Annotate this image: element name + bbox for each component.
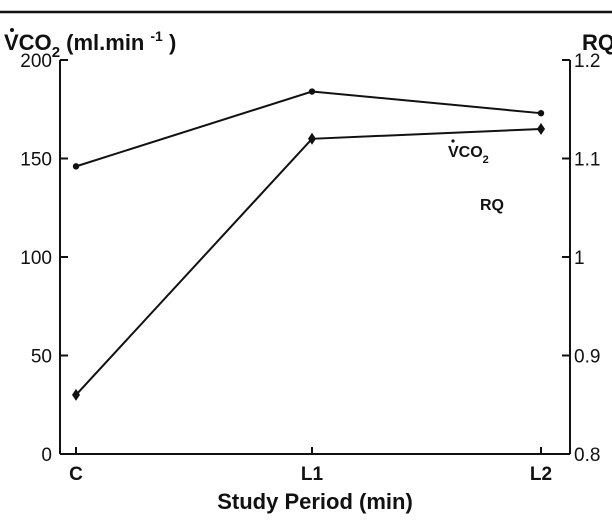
series-layer xyxy=(72,88,545,401)
right-tick-label: 0.9 xyxy=(574,347,600,368)
left-axis-title: VCO2 (ml.min -1 ) xyxy=(4,28,176,61)
right-axis-title: RQ xyxy=(582,30,612,55)
data-point-rq xyxy=(537,122,545,135)
x-axis-title: Study Period (min) xyxy=(217,489,413,514)
left-tick-label: 150 xyxy=(20,150,52,171)
left-tick-label: 50 xyxy=(31,347,52,368)
x-tick-label: L2 xyxy=(530,464,552,485)
series-label-vco2: VCO2 xyxy=(448,144,489,166)
left-tick-label: 200 xyxy=(20,51,52,72)
left-tick-label: 100 xyxy=(20,248,52,269)
x-tick-label: C xyxy=(69,464,83,485)
vco2-overdot xyxy=(10,28,14,32)
data-point-vco2 xyxy=(308,88,316,95)
right-y-ticks: 0.8 0.9 1 1.1 1.2 xyxy=(562,51,600,466)
x-tick-label: L1 xyxy=(301,464,324,485)
right-tick-label: 1.1 xyxy=(574,150,600,171)
left-y-ticks: 0 50 100 150 200 xyxy=(20,51,68,466)
series-line-rq xyxy=(75,127,542,396)
right-tick-label: 1 xyxy=(574,248,585,269)
series-label-rq: RQ xyxy=(480,197,504,214)
x-ticks: C L1 L2 xyxy=(69,447,552,485)
data-point-rq xyxy=(308,132,316,145)
data-point-vco2 xyxy=(72,163,80,170)
right-tick-label: 0.8 xyxy=(574,445,600,466)
data-point-vco2 xyxy=(537,109,545,117)
axes xyxy=(59,60,571,455)
left-tick-label: 0 xyxy=(41,445,52,466)
right-tick-label: 1.2 xyxy=(574,51,600,72)
data-point-rq xyxy=(72,388,80,401)
series-vco2-overdot xyxy=(451,139,455,143)
